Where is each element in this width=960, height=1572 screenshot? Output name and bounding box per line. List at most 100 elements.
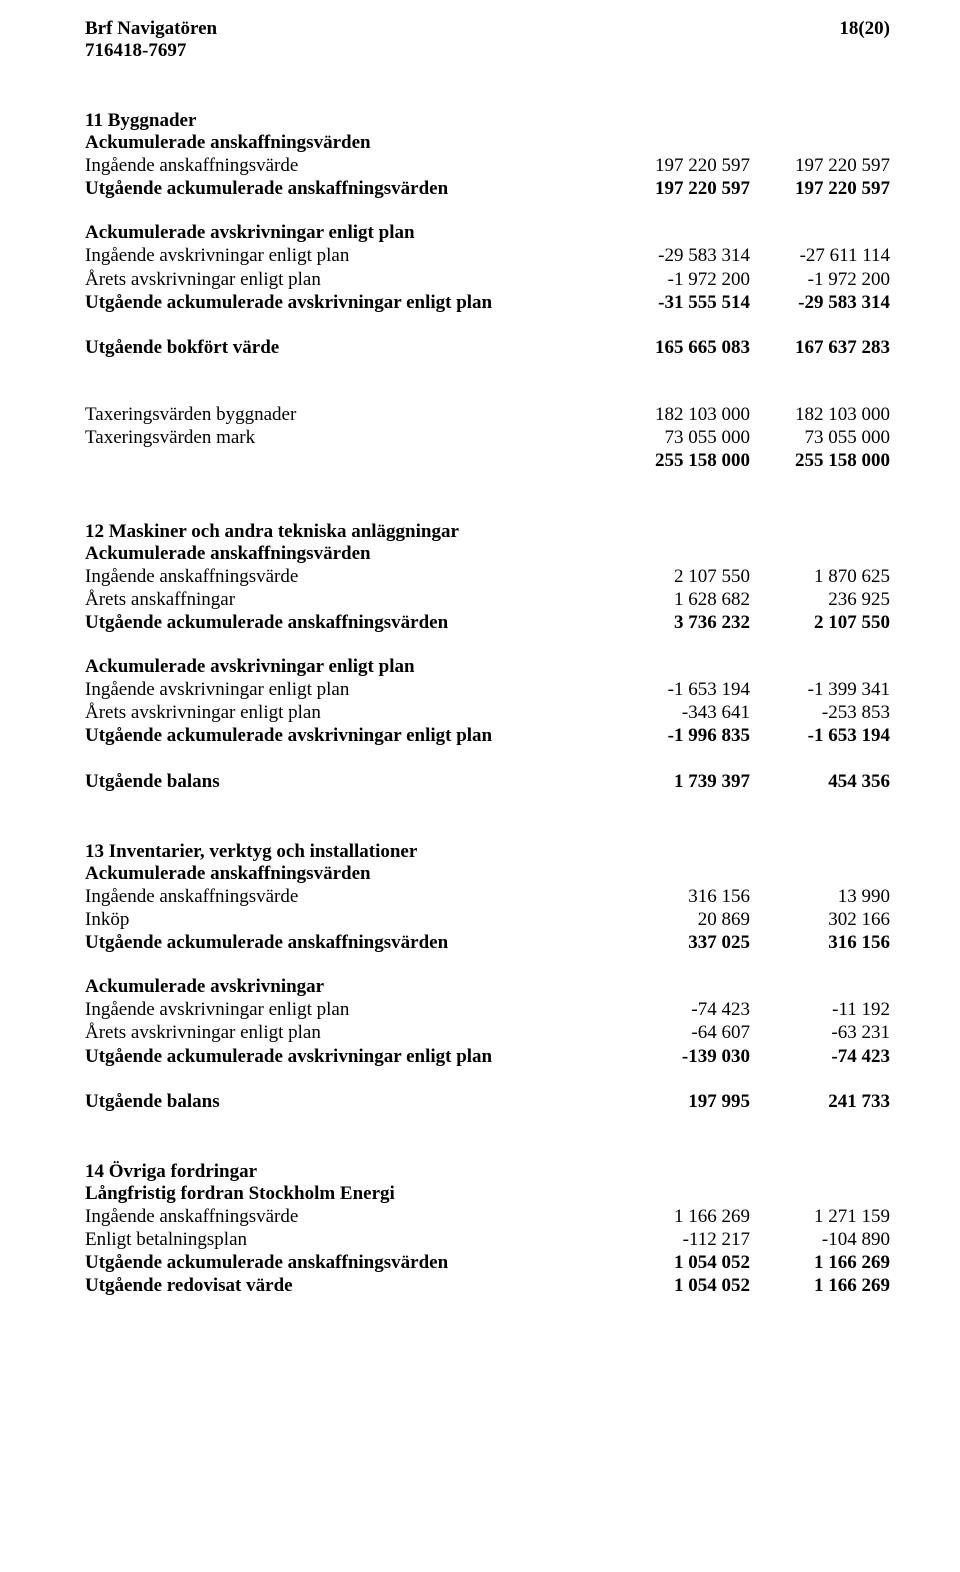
row-col1: 1 628 682 (610, 588, 750, 611)
table-row: Årets avskrivningar enligt plan -1 972 2… (85, 268, 890, 291)
note-12-ackum-avskr-heading: Ackumulerade avskrivningar enligt plan (85, 656, 890, 678)
table-row: Ingående avskrivningar enligt plan -1 65… (85, 678, 890, 701)
row-col2: -11 192 (750, 998, 890, 1021)
row-col2: 197 220 597 (750, 154, 890, 177)
row-col1: 2 107 550 (610, 565, 750, 588)
page-number: 18(20) (839, 18, 890, 40)
note-12-title: 12 Maskiner och andra tekniska anläggnin… (85, 521, 890, 543)
note-13: 13 Inventarier, verktyg och installation… (85, 841, 890, 1113)
row-label: Årets avskrivningar enligt plan (85, 701, 610, 724)
row-col1: -64 607 (610, 1021, 750, 1044)
row-col2: -1 653 194 (750, 724, 890, 747)
table-row: Utgående ackumulerade anskaffningsvärden… (85, 611, 890, 634)
row-label: Utgående ackumulerade avskrivningar enli… (85, 291, 610, 314)
row-col1: -29 583 314 (610, 244, 750, 267)
row-col1: 20 869 (610, 908, 750, 931)
row-col2: 197 220 597 (750, 177, 890, 200)
row-label: Ingående anskaffningsvärde (85, 154, 610, 177)
note-14: 14 Övriga fordringar Långfristig fordran… (85, 1161, 890, 1298)
row-col1: -1 972 200 (610, 268, 750, 291)
row-col1: -343 641 (610, 701, 750, 724)
row-col2: -29 583 314 (750, 291, 890, 314)
table-row: Ingående anskaffningsvärde 2 107 550 1 8… (85, 565, 890, 588)
page: Brf Navigatören 18(20) 716418-7697 11 By… (0, 0, 960, 1348)
row-col1: 73 055 000 (610, 426, 750, 449)
row-col2: 2 107 550 (750, 611, 890, 634)
row-col1: 1 739 397 (610, 770, 750, 793)
row-col1: 197 995 (610, 1090, 750, 1113)
row-label: Enligt betalningsplan (85, 1228, 610, 1251)
row-label: Taxeringsvärden mark (85, 426, 610, 449)
row-label (85, 449, 610, 472)
table-row: Utgående ackumulerade avskrivningar enli… (85, 1045, 890, 1068)
table-row: Årets avskrivningar enligt plan -343 641… (85, 701, 890, 724)
row-label: Utgående balans (85, 770, 610, 793)
row-col2: 1 166 269 (750, 1251, 890, 1274)
row-label: Utgående ackumulerade anskaffningsvärden (85, 177, 610, 200)
note-11-ackum-ansk-heading: Ackumulerade anskaffningsvärden (85, 132, 890, 154)
org-number: 716418-7697 (85, 40, 890, 62)
note-12-ackum-ansk-heading: Ackumulerade anskaffningsvärden (85, 543, 890, 565)
table-row: Taxeringsvärden mark 73 055 000 73 055 0… (85, 426, 890, 449)
note-12: 12 Maskiner och andra tekniska anläggnin… (85, 521, 890, 793)
table-row: Taxeringsvärden byggnader 182 103 000 18… (85, 403, 890, 426)
row-label: Ingående avskrivningar enligt plan (85, 678, 610, 701)
row-col1: 337 025 (610, 931, 750, 954)
table-row: Utgående balans 1 739 397 454 356 (85, 770, 890, 793)
row-label: Inköp (85, 908, 610, 931)
row-label: Årets avskrivningar enligt plan (85, 268, 610, 291)
table-row: Ingående avskrivningar enligt plan -29 5… (85, 244, 890, 267)
table-row: Inköp 20 869 302 166 (85, 908, 890, 931)
row-label: Ingående avskrivningar enligt plan (85, 998, 610, 1021)
row-col2: 236 925 (750, 588, 890, 611)
row-col1: 182 103 000 (610, 403, 750, 426)
row-label: Utgående bokfört värde (85, 336, 610, 359)
table-row: 255 158 000 255 158 000 (85, 449, 890, 472)
table-row: Ingående anskaffningsvärde 1 166 269 1 2… (85, 1205, 890, 1228)
row-label: Utgående ackumulerade anskaffningsvärden (85, 1251, 610, 1274)
table-row: Utgående ackumulerade avskrivningar enli… (85, 724, 890, 747)
row-col2: -1 972 200 (750, 268, 890, 291)
row-label: Ingående anskaffningsvärde (85, 885, 610, 908)
org-name: Brf Navigatören (85, 18, 217, 40)
note-14-subheading: Långfristig fordran Stockholm Energi (85, 1183, 890, 1205)
row-col2: 316 156 (750, 931, 890, 954)
row-col1: -1 653 194 (610, 678, 750, 701)
row-col2: -253 853 (750, 701, 890, 724)
row-col2: 1 166 269 (750, 1274, 890, 1297)
row-label: Utgående ackumulerade avskrivningar enli… (85, 1045, 610, 1068)
row-col2: -74 423 (750, 1045, 890, 1068)
row-label: Utgående balans (85, 1090, 610, 1113)
row-col2: -63 231 (750, 1021, 890, 1044)
row-col1: 1 054 052 (610, 1274, 750, 1297)
row-col1: -74 423 (610, 998, 750, 1021)
row-col1: -31 555 514 (610, 291, 750, 314)
row-col1: 255 158 000 (610, 449, 750, 472)
table-row: Enligt betalningsplan -112 217 -104 890 (85, 1228, 890, 1251)
note-11: 11 Byggnader Ackumulerade anskaffningsvä… (85, 110, 890, 473)
row-label: Ingående anskaffningsvärde (85, 565, 610, 588)
row-col1: -139 030 (610, 1045, 750, 1068)
row-col2: 255 158 000 (750, 449, 890, 472)
row-col2: 167 637 283 (750, 336, 890, 359)
note-11-ackum-avskr-heading: Ackumulerade avskrivningar enligt plan (85, 222, 890, 244)
table-row: Utgående ackumulerade anskaffningsvärden… (85, 177, 890, 200)
row-col1: 1 054 052 (610, 1251, 750, 1274)
row-label: Ingående avskrivningar enligt plan (85, 244, 610, 267)
table-row: Utgående bokfört värde 165 665 083 167 6… (85, 336, 890, 359)
table-row: Årets avskrivningar enligt plan -64 607 … (85, 1021, 890, 1044)
row-label: Årets avskrivningar enligt plan (85, 1021, 610, 1044)
row-col1: -112 217 (610, 1228, 750, 1251)
row-col1: 316 156 (610, 885, 750, 908)
row-col2: -1 399 341 (750, 678, 890, 701)
table-row: Ingående avskrivningar enligt plan -74 4… (85, 998, 890, 1021)
row-col2: 182 103 000 (750, 403, 890, 426)
note-11-title: 11 Byggnader (85, 110, 890, 132)
row-label: Utgående ackumulerade avskrivningar enli… (85, 724, 610, 747)
row-col1: -1 996 835 (610, 724, 750, 747)
row-label: Utgående ackumulerade anskaffningsvärden (85, 611, 610, 634)
row-label: Taxeringsvärden byggnader (85, 403, 610, 426)
row-label: Utgående redovisat värde (85, 1274, 610, 1297)
table-row: Utgående ackumulerade anskaffningsvärden… (85, 931, 890, 954)
row-col2: -104 890 (750, 1228, 890, 1251)
